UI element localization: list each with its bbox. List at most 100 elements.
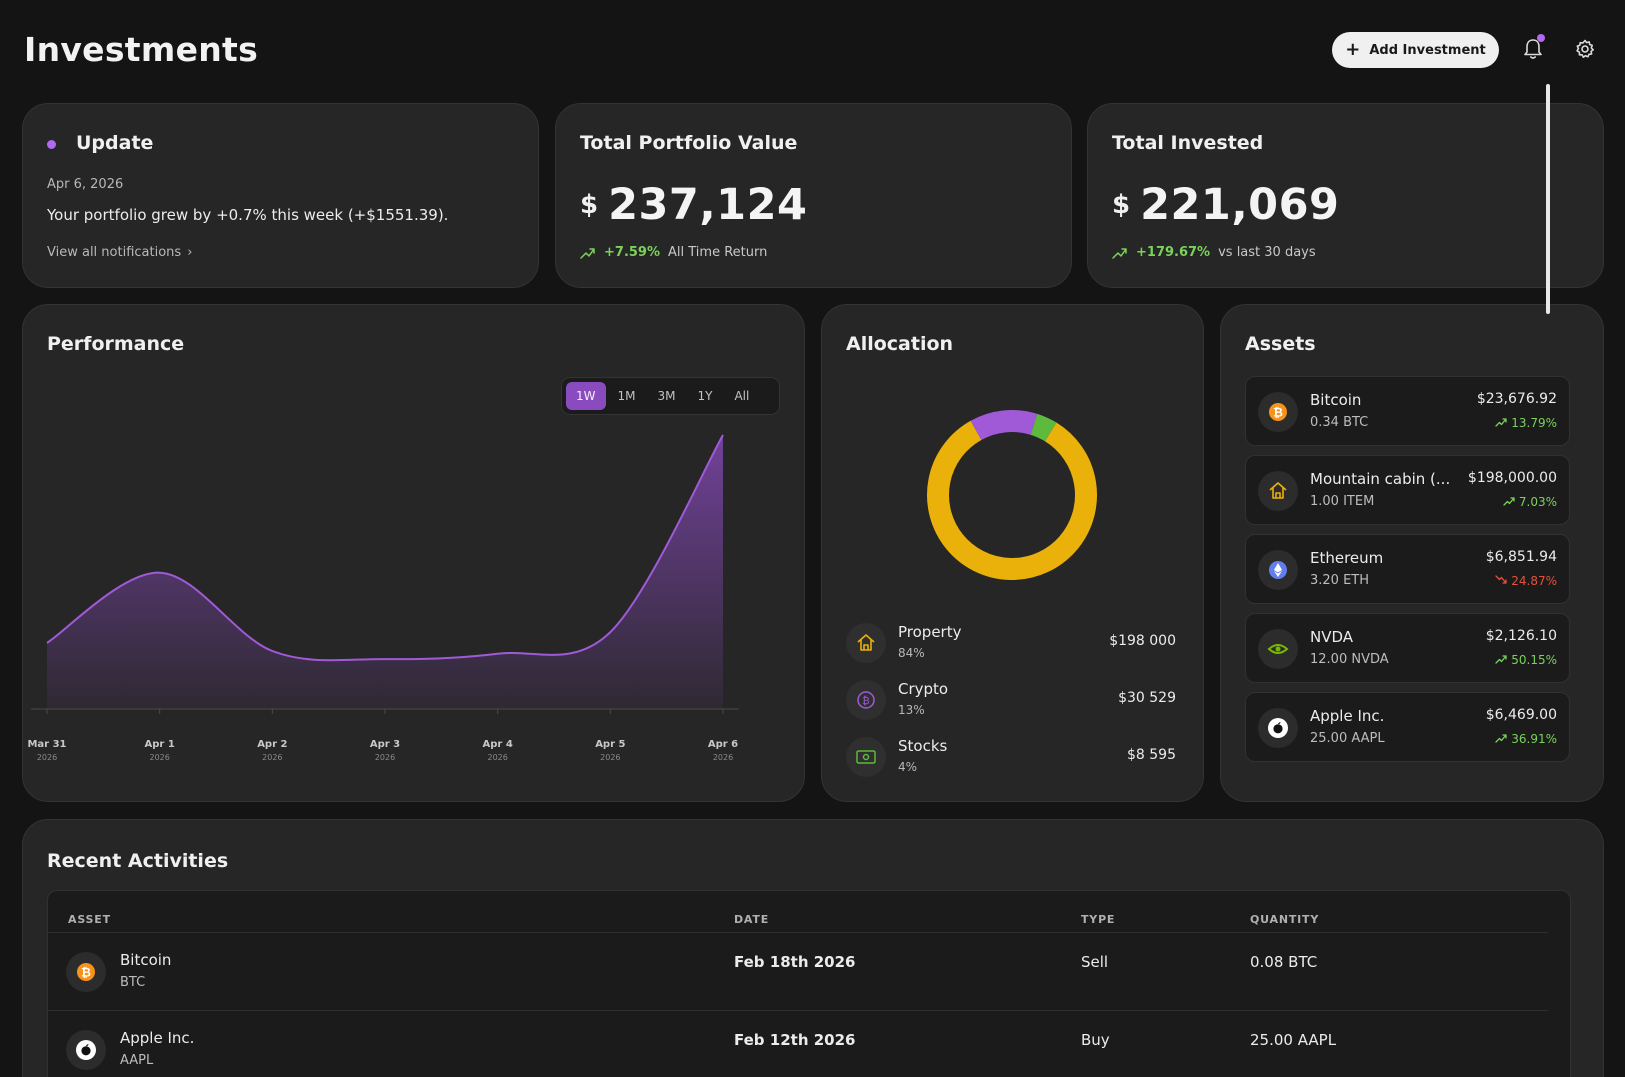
x-tick-label: Apr 3: [370, 739, 400, 750]
recent-title: Recent Activities: [47, 850, 229, 872]
x-tick-label: Apr 6: [708, 739, 738, 750]
asset-change-value: 24.87%: [1511, 574, 1557, 588]
update-dot: [47, 140, 56, 149]
invested-change-label: vs last 30 days: [1218, 245, 1316, 260]
asset-name: Bitcoin: [1310, 391, 1362, 409]
activity-asset-symbol: BTC: [120, 975, 146, 990]
asset-item[interactable]: Apple Inc. 25.00 AAPL $6,469.00 36.91%: [1245, 692, 1570, 762]
x-tick-label: Apr 5: [595, 739, 625, 750]
activity-date: Feb 12th 2026: [734, 1031, 856, 1049]
range-button-all[interactable]: All: [734, 389, 750, 403]
assets-title: Assets: [1245, 333, 1316, 355]
asset-change: 36.91%: [1495, 732, 1557, 746]
allocation-card: Allocation Property 84% $198 000 ₿ Crypto 13%…: [821, 304, 1204, 802]
asset-item[interactable]: NVDA 12.00 NVDA $2,126.10 50.15%: [1245, 613, 1570, 683]
asset-item[interactable]: ₿ Bitcoin 0.34 BTC $23,676.92 13.79%: [1245, 376, 1570, 446]
column-header-quantity[interactable]: QUANTITY: [1250, 913, 1320, 926]
column-header-type[interactable]: TYPE: [1081, 913, 1116, 926]
table-row[interactable]: Apple Inc. AAPL Feb 12th 2026 Buy 25.00 AAPL: [48, 1010, 1548, 1077]
column-header-date[interactable]: DATE: [734, 913, 770, 926]
x-tick-year: 2026: [262, 753, 282, 762]
range-button-1w[interactable]: 1W: [566, 382, 606, 410]
invested-value: 221,069: [1140, 180, 1340, 230]
asset-change-value: 13.79%: [1511, 416, 1557, 430]
asset-price: $6,469.00: [1485, 707, 1557, 723]
allocation-percent: 4%: [898, 760, 918, 774]
recent-activities-card: Recent Activities ASSET DATE TYPE QUANTI…: [22, 819, 1604, 1077]
donut-slice-stocks[interactable]: [1030, 413, 1057, 442]
add-investment-button[interactable]: + Add Investment: [1332, 32, 1499, 68]
trend-up-icon: [1495, 416, 1507, 430]
portfolio-value-card: Total Portfolio Value $ 237,124 +7.59% A…: [555, 103, 1072, 288]
asset-quantity: 12.00 NVDA: [1310, 652, 1389, 667]
portfolio-title: Total Portfolio Value: [580, 132, 798, 154]
ethereum-icon: [1258, 550, 1298, 590]
x-tick-year: 2026: [375, 753, 395, 762]
allocation-percent: 13%: [898, 703, 925, 717]
plus-icon: +: [1345, 39, 1361, 60]
activities-table: ASSET DATE TYPE QUANTITY ₿ Bitcoin BTC Feb …: [47, 890, 1571, 1077]
x-tick-year: 2026: [37, 753, 57, 762]
range-button-1m[interactable]: 1M: [617, 389, 636, 403]
x-tick-label: Apr 1: [145, 739, 175, 750]
nvidia-icon: [1258, 629, 1298, 669]
x-tick-label: Apr 2: [257, 739, 287, 750]
activity-type: Sell: [1081, 953, 1109, 971]
apple-icon: [1258, 708, 1298, 748]
donut-slice-property[interactable]: [927, 420, 1097, 580]
portfolio-change: +7.59%: [604, 245, 660, 260]
x-tick-year: 2026: [149, 753, 169, 762]
performance-card: Performance 1W 1M 3M 1Y All Mar 31 2026 Apr 1 2…: [22, 304, 805, 802]
allocation-value: $30 529: [1118, 690, 1176, 706]
allocation-row-property[interactable]: Property 84% $198 000: [846, 621, 1176, 665]
allocation-donut-chart: [927, 410, 1097, 580]
asset-change: 7.03%: [1503, 495, 1557, 509]
trend-up-icon: [580, 247, 595, 259]
svg-text:₿: ₿: [1273, 406, 1283, 420]
settings-button[interactable]: [1571, 35, 1599, 63]
notifications-button[interactable]: [1519, 34, 1547, 63]
donut-slice-crypto[interactable]: [970, 410, 1038, 441]
bitcoin-icon: ₿: [1258, 392, 1298, 432]
allocation-name: Property: [898, 623, 962, 641]
allocation-name: Stocks: [898, 737, 948, 755]
bitcoin-icon: ₿: [66, 952, 106, 992]
chevron-right-icon: ›: [187, 245, 193, 260]
trend-down-icon: [1495, 574, 1507, 588]
allocation-row-stocks[interactable]: Stocks 4% $8 595: [846, 735, 1176, 779]
asset-change-value: 7.03%: [1518, 495, 1557, 509]
time-range-selector: 1W 1M 3M 1Y All: [561, 377, 780, 415]
table-scrollbar[interactable]: [1546, 84, 1550, 314]
column-header-asset[interactable]: ASSET: [68, 913, 111, 926]
asset-name: Mountain cabin (...: [1310, 470, 1451, 488]
asset-item[interactable]: Ethereum 3.20 ETH $6,851.94 24.87%: [1245, 534, 1570, 604]
update-date: Apr 6, 2026: [47, 177, 124, 192]
asset-quantity: 1.00 ITEM: [1310, 494, 1375, 509]
allocation-title: Allocation: [846, 333, 954, 355]
add-investment-label: Add Investment: [1369, 42, 1486, 58]
portfolio-value: 237,124: [608, 180, 808, 230]
trend-up-icon: [1112, 247, 1127, 259]
cabin-icon: [846, 623, 886, 663]
trend-up-icon: [1495, 732, 1507, 746]
x-tick-year: 2026: [713, 753, 733, 762]
assets-card: Assets ₿ Bitcoin 0.34 BTC $23,676.92 13.79% M…: [1220, 304, 1604, 802]
asset-item[interactable]: Mountain cabin (... 1.00 ITEM $198,000.00 7…: [1245, 455, 1570, 525]
range-button-3m[interactable]: 3M: [657, 389, 676, 403]
asset-change: 13.79%: [1495, 416, 1557, 430]
table-row[interactable]: ₿ Bitcoin BTC Feb 18th 2026 Sell 0.08 BTC: [48, 932, 1548, 1010]
asset-change: 24.87%: [1495, 574, 1557, 588]
invested-currency: $: [1112, 190, 1131, 220]
asset-quantity: 3.20 ETH: [1310, 573, 1370, 588]
svg-text:₿: ₿: [81, 966, 91, 980]
asset-quantity: 0.34 BTC: [1310, 415, 1369, 430]
apple-icon: [66, 1030, 106, 1070]
portfolio-change-label: All Time Return: [668, 245, 768, 260]
performance-chart: Mar 31 2026 Apr 1 2026 Apr 2 2026 Apr 3 2026 Apr…: [27, 434, 739, 762]
asset-name: Ethereum: [1310, 549, 1384, 567]
gear-icon: [1576, 39, 1594, 58]
update-message: Your portfolio grew by +0.7% this week (…: [47, 206, 449, 224]
view-notifications-link[interactable]: View all notifications ›: [47, 245, 192, 260]
allocation-row-crypto[interactable]: ₿ Crypto 13% $30 529: [846, 678, 1176, 722]
range-button-1y[interactable]: 1Y: [697, 389, 713, 403]
